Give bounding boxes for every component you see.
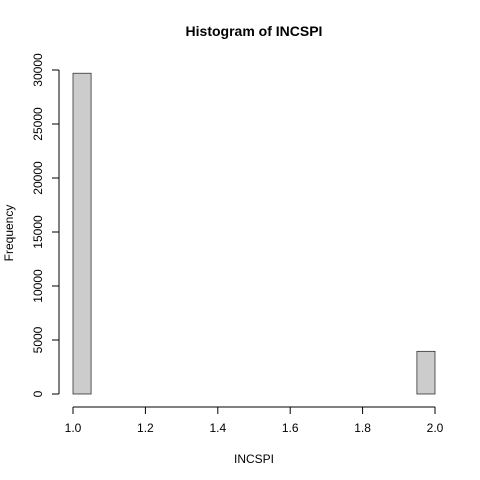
y-tick-label: 25000 xyxy=(31,107,45,141)
y-tick-label: 30000 xyxy=(31,53,45,87)
x-tick-label: 1.0 xyxy=(65,421,82,435)
y-tick-label: 10000 xyxy=(31,269,45,303)
x-tick-label: 1.8 xyxy=(354,421,371,435)
x-axis-label: INCSPI xyxy=(234,452,274,466)
x-axis: 1.0 1.2 1.4 1.6 1.8 2.0 xyxy=(65,407,444,435)
y-axis: 0 5000 10000 15000 20000 25000 30000 xyxy=(31,53,59,397)
y-tick-label: 15000 xyxy=(31,215,45,249)
y-axis-label: Frequency xyxy=(2,205,16,262)
x-tick-label: 2.0 xyxy=(427,421,444,435)
x-tick-label: 1.4 xyxy=(209,421,226,435)
y-tick-label: 0 xyxy=(31,390,45,397)
histogram-bar xyxy=(73,73,91,394)
chart-title: Histogram of INCSPI xyxy=(186,23,323,39)
histogram-bar xyxy=(417,351,435,394)
bars-group xyxy=(73,73,435,394)
y-tick-label: 5000 xyxy=(31,326,45,353)
x-tick-label: 1.2 xyxy=(137,421,154,435)
x-tick-label: 1.6 xyxy=(282,421,299,435)
y-tick-label: 20000 xyxy=(31,161,45,195)
